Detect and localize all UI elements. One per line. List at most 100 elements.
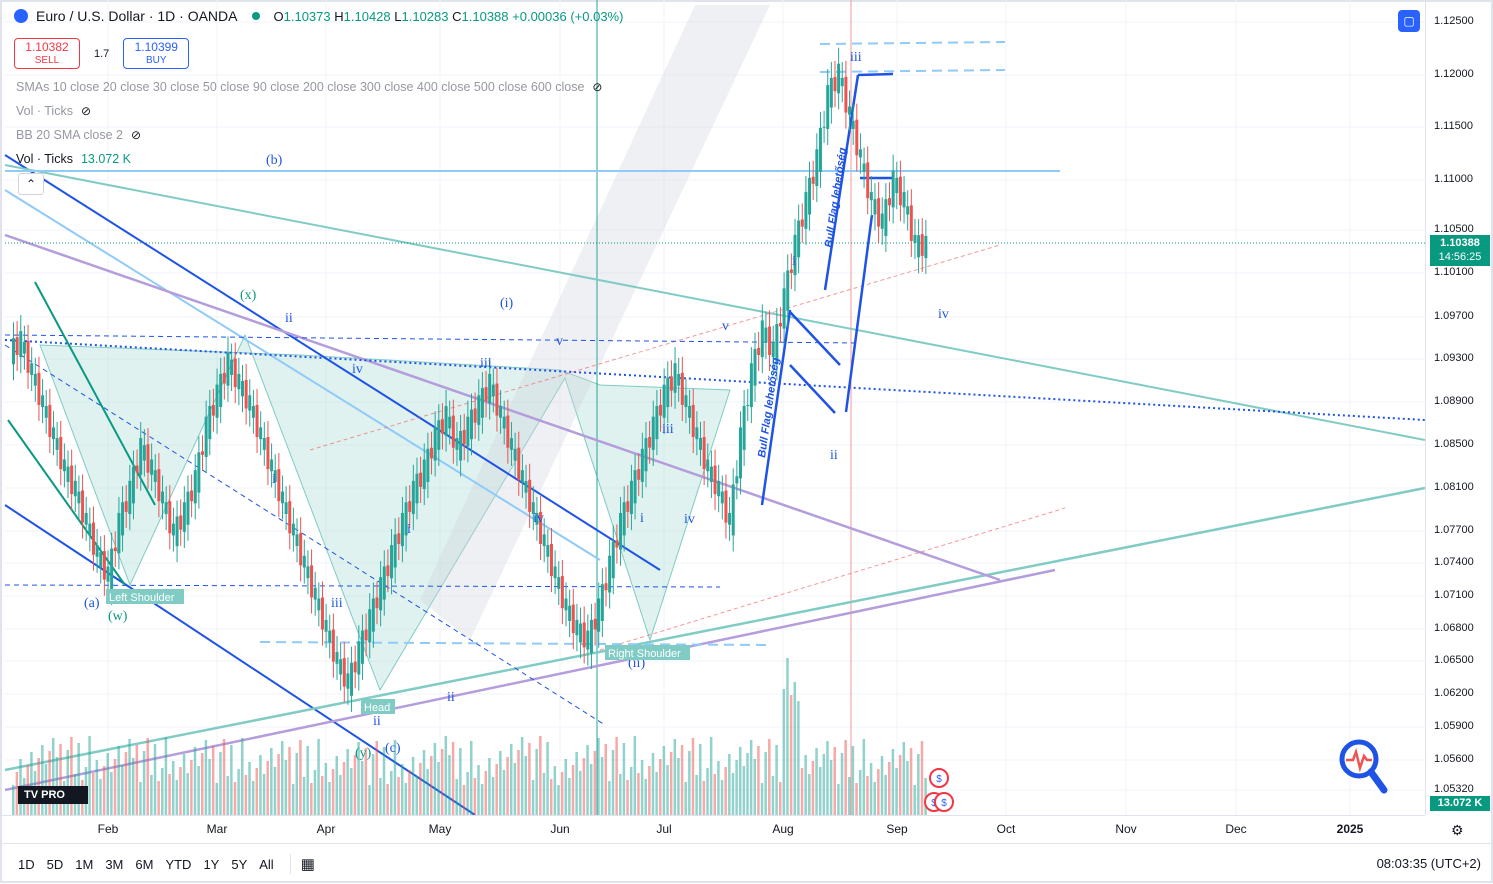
price-axis[interactable]: 1.12500 1.12000 1.11500 1.11000 1.10500 1.101…: [1425, 0, 1493, 815]
candle-body: [157, 469, 161, 502]
volume-bar: [553, 766, 557, 815]
volume-bar: [735, 760, 738, 815]
volume-bar: [746, 753, 749, 815]
price-tick: 1.10100: [1434, 266, 1474, 278]
flag-line-4: [823, 74, 860, 291]
candle-body: [360, 630, 364, 664]
volume-bar: [749, 740, 753, 815]
indicator-vol-1[interactable]: Vol · Ticks ⊘: [16, 104, 92, 118]
volume-bar: [869, 763, 873, 815]
volume-bar: [161, 768, 164, 815]
trendline-teal-upper: [4, 164, 1425, 441]
volume-bar: [131, 758, 135, 815]
candle-body: [746, 404, 750, 406]
candle-body: [891, 170, 895, 208]
range-button-5d[interactable]: 5D: [46, 856, 64, 872]
chart-pane[interactable]: (b) (x) (i) (ii) (a) (w) (y) (c) ii iv i…: [0, 0, 1425, 815]
volume-bar: [295, 753, 299, 815]
candle-body: [73, 480, 77, 497]
volume-bar: [146, 738, 149, 815]
candle-body: [506, 415, 510, 448]
clock[interactable]: 08:03:35 (UTC+2): [1376, 856, 1481, 871]
sell-button[interactable]: 1.10382 SELL: [14, 38, 80, 69]
candle-body: [62, 459, 66, 472]
label-ii-2: ii: [447, 690, 455, 705]
volume-bar: [310, 783, 313, 815]
time-tick: May: [428, 822, 452, 836]
volume-bar: [880, 756, 884, 815]
candle-body: [597, 598, 601, 632]
volume-bar: [797, 701, 800, 815]
volume-bar: [121, 765, 124, 815]
trade-panel: 1.10382 SELL 1.7 1.10399 BUY: [14, 38, 190, 69]
indicator-smas[interactable]: SMAs 10 close 20 close 30 close 50 close…: [16, 80, 603, 94]
range-button-3m[interactable]: 3M: [105, 856, 124, 872]
buy-button[interactable]: 1.10399 BUY: [123, 38, 190, 69]
hidden-eye-icon[interactable]: ⊘: [80, 104, 92, 118]
volume-bar: [848, 777, 851, 815]
left-shoulder-box: [106, 589, 184, 604]
trendline-teal-lower: [4, 486, 1425, 772]
volume-bar: [608, 781, 611, 815]
range-button-5y[interactable]: 5Y: [231, 856, 248, 872]
indicator-bb[interactable]: BB 20 SMA close 2 ⊘: [16, 128, 142, 142]
volume-bar: [786, 658, 789, 815]
candle-body: [557, 577, 561, 589]
volume-bar: [390, 771, 393, 815]
candle-body: [437, 420, 441, 450]
range-button-1m[interactable]: 1M: [75, 856, 94, 872]
range-button-1d[interactable]: 1D: [18, 856, 35, 872]
candle-body: [633, 470, 637, 504]
us-event-icon[interactable]: $: [929, 768, 949, 788]
candle-body: [644, 438, 648, 472]
hidden-eye-icon[interactable]: ⊘: [131, 128, 142, 142]
volume-bar: [775, 745, 778, 815]
volume-bar: [586, 745, 589, 815]
indicator-vol-2[interactable]: Vol · Ticks 13.072 K: [16, 152, 132, 166]
volume-bar: [433, 743, 437, 815]
date-range-calendar-icon[interactable]: ▦: [300, 856, 315, 873]
hidden-eye-icon[interactable]: ⊘: [592, 80, 603, 94]
label-iv-1: iv: [352, 362, 363, 377]
candle-body: [146, 444, 150, 473]
candle-body: [291, 523, 295, 536]
magnifier-pulse-icon[interactable]: [1338, 738, 1388, 794]
candle-body: [895, 177, 899, 194]
volume-bar: [753, 759, 757, 815]
price-chart[interactable]: (b) (x) (i) (ii) (a) (w) (y) (c) ii iv i…: [0, 0, 1425, 815]
label-i-3: i: [640, 511, 644, 526]
candle-body: [840, 77, 844, 87]
candlesticks: [12, 47, 928, 712]
candle-body: [764, 327, 768, 343]
fullscreen-button[interactable]: ▢: [1398, 10, 1420, 32]
candle-body: [571, 604, 575, 634]
volume-bar: [350, 768, 353, 815]
us-event-icon[interactable]: $: [934, 792, 954, 812]
volume-bar: [738, 747, 742, 815]
candle-body: [789, 269, 793, 274]
label-i-4: i: [792, 254, 796, 269]
volume-bar: [655, 772, 658, 815]
volume-bar: [411, 757, 415, 815]
range-button-ytd[interactable]: YTD: [165, 856, 192, 872]
candle-body: [539, 511, 543, 544]
volume-bar: [437, 762, 440, 815]
volume-bar: [760, 783, 764, 815]
candle-body: [622, 502, 626, 536]
candle-body: [520, 470, 524, 482]
range-button-6m[interactable]: 6M: [135, 856, 154, 872]
volume-bar: [666, 765, 669, 815]
time-axis[interactable]: ⚙ Feb Mar Apr May Jun Jul Aug Sep Oct Nov Dec 2025: [0, 815, 1464, 844]
volume-bar: [549, 779, 553, 815]
collapse-indicators-button[interactable]: ⌃: [18, 173, 44, 195]
volume-bar: [844, 740, 847, 815]
range-button-all[interactable]: All: [259, 856, 274, 872]
symbol-title[interactable]: Euro / U.S. Dollar · 1D · OANDA: [36, 8, 238, 24]
range-button-1y[interactable]: 1Y: [203, 856, 220, 872]
candle-body: [648, 437, 652, 448]
candle-body: [295, 534, 299, 547]
settings-gear-icon[interactable]: ⚙: [1451, 822, 1464, 838]
candle-body: [611, 541, 615, 579]
volume-bar: [451, 742, 455, 815]
tradingview-logo: TV PRO: [18, 786, 88, 804]
